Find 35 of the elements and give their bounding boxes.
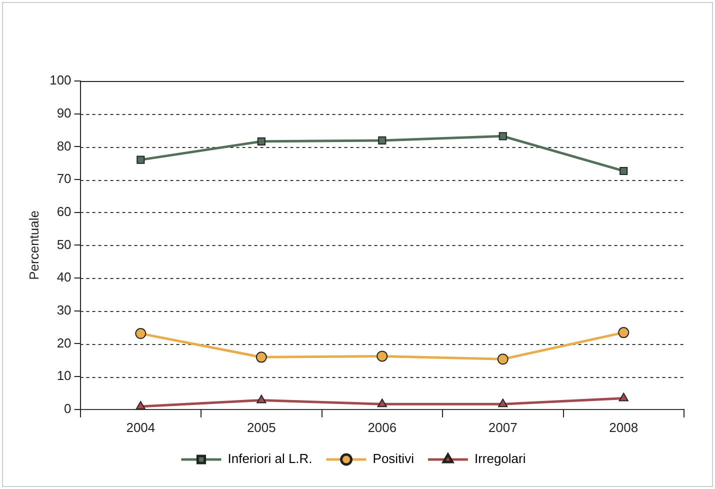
y-tick-label: 10	[56, 368, 72, 384]
y-tick-label: 90	[56, 105, 72, 120]
point	[498, 132, 507, 140]
point	[256, 394, 266, 404]
x-tick-label: 2004	[126, 420, 156, 435]
legend-label: Irregolari	[474, 451, 526, 466]
y-tick-label: 0	[64, 400, 72, 416]
y-tick-label: 70	[56, 171, 72, 186]
x-tick-label: 2007	[488, 420, 518, 435]
point	[257, 137, 266, 146]
x-tick-label: 2008	[609, 420, 638, 435]
y-tick-label: 60	[56, 204, 72, 219]
legend-label: Inferiori al L.R.	[228, 451, 312, 466]
point	[620, 166, 628, 176]
y-tick-label: 40	[56, 270, 72, 285]
point	[136, 156, 145, 164]
y-tick-label: 20	[56, 335, 72, 350]
y-tick-label: 30	[56, 302, 72, 318]
point	[378, 136, 386, 144]
point	[135, 328, 146, 340]
point	[618, 327, 630, 338]
y-tick-label: 80	[56, 138, 72, 154]
y-tick-label: 50	[56, 236, 72, 252]
point	[497, 354, 508, 365]
point	[618, 392, 628, 402]
point	[136, 400, 146, 410]
x-tick-label: 2006	[368, 420, 397, 435]
point	[377, 398, 387, 408]
legend-label: Positivi	[372, 451, 414, 466]
point	[498, 398, 508, 408]
y-tick-label: 100	[50, 72, 72, 88]
point	[376, 350, 388, 362]
x-tick-label: 2005	[246, 420, 276, 435]
point	[256, 352, 267, 363]
y-axis-title: Percentuale	[26, 210, 42, 280]
